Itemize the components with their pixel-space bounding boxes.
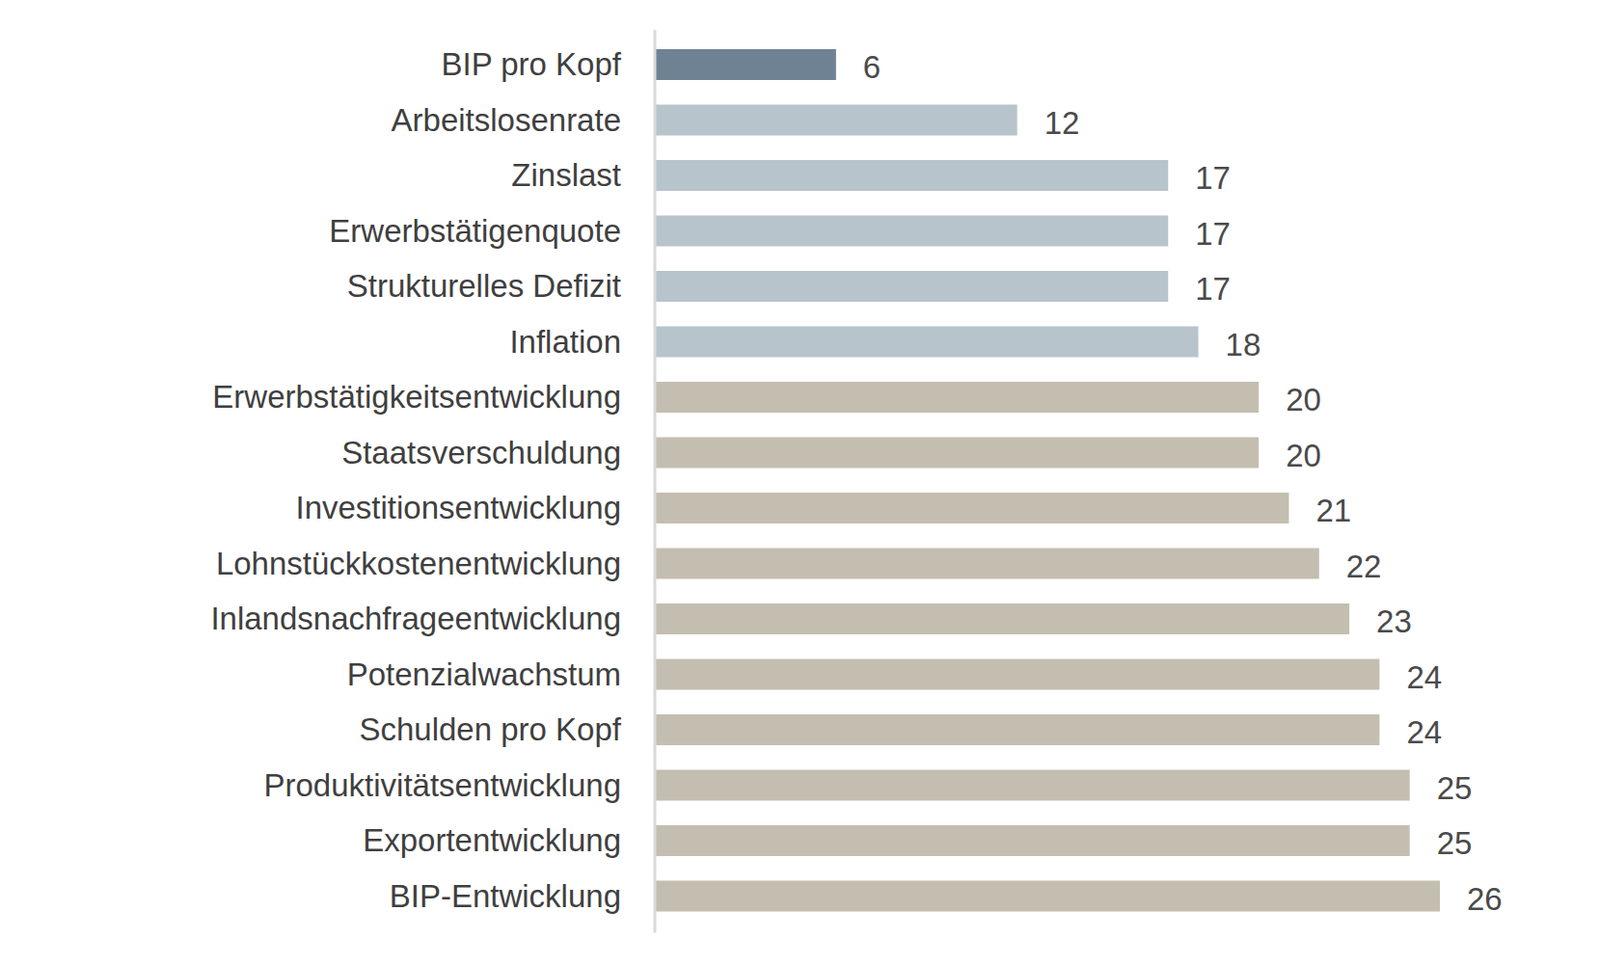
category-label: Staatsverschuldung — [341, 434, 622, 471]
bar — [654, 548, 1320, 580]
bar — [654, 326, 1199, 358]
bar — [654, 160, 1168, 191]
bar — [654, 271, 1168, 302]
chart: BIP pro Kopf 6 Arbeitslosenrate 12 Zinslast 1… — [0, 0, 1600, 965]
bar — [654, 714, 1380, 746]
category-label: Arbeitslosenrate — [391, 102, 622, 138]
category-label: Zinslast — [511, 157, 622, 193]
data-label: 20 — [1285, 381, 1322, 418]
category-label: Erwerbstätigkeitsentwicklung — [212, 379, 622, 415]
data-label: 22 — [1346, 548, 1383, 585]
category-label: Produktivitätsentwicklung — [263, 767, 622, 804]
data-label: 17 — [1194, 216, 1231, 252]
data-label: 12 — [1044, 105, 1081, 141]
category-label: BIP-Entwicklung — [389, 878, 622, 915]
category-label: Lohnstückkostenentwicklung — [216, 545, 622, 582]
bar — [654, 659, 1380, 691]
data-label: 26 — [1466, 881, 1503, 918]
data-label: 23 — [1376, 603, 1412, 640]
bar — [654, 381, 1259, 413]
bar — [654, 881, 1440, 913]
bar — [654, 492, 1289, 524]
bar — [654, 49, 837, 81]
axis-line — [653, 29, 657, 934]
bar — [654, 437, 1259, 469]
data-label: 25 — [1437, 825, 1473, 862]
bar — [654, 770, 1411, 802]
labels: BIP pro Kopf 6 Arbeitslosenrate 12 Zinslast 1… — [210, 46, 1502, 918]
bars — [654, 49, 1440, 913]
bar — [654, 216, 1168, 247]
data-label: 6 — [863, 49, 881, 85]
data-label: 18 — [1225, 326, 1262, 363]
data-label: 17 — [1194, 160, 1231, 196]
data-label: 17 — [1194, 271, 1231, 307]
category-label: Inlandsnachfrageentwicklung — [210, 600, 622, 637]
data-label: 20 — [1285, 437, 1322, 474]
category-label: Strukturelles Defizit — [347, 268, 622, 304]
category-label: Inflation — [509, 324, 622, 360]
bar — [654, 825, 1411, 857]
data-label: 25 — [1437, 770, 1473, 807]
category-label: Erwerbstätigenquote — [328, 213, 622, 249]
category-label: Investitionsentwicklung — [295, 489, 622, 526]
category-label: Schulden pro Kopf — [358, 711, 622, 748]
data-label: 24 — [1406, 659, 1442, 696]
bar — [654, 603, 1350, 635]
category-label: Potenzialwachstum — [347, 656, 622, 693]
category-label: Exportentwicklung — [362, 822, 622, 859]
data-label: 24 — [1406, 714, 1442, 751]
category-label: BIP pro Kopf — [440, 46, 622, 82]
bar — [654, 105, 1018, 136]
data-label: 21 — [1315, 492, 1352, 529]
